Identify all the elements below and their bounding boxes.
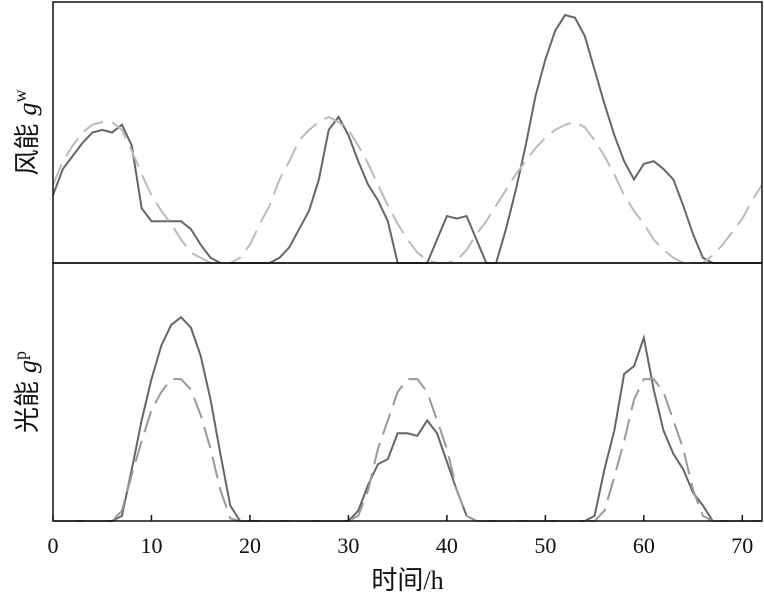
- x-tick-label: 30: [337, 533, 359, 558]
- x-tick-label: 50: [534, 533, 556, 558]
- series-line: [52, 115, 763, 264]
- series-line: [53, 315, 762, 522]
- series-line: [53, 378, 762, 522]
- y-label-text: 光能: [13, 381, 42, 433]
- series-line: [52, 13, 762, 264]
- x-tick-label: 0: [48, 533, 59, 558]
- x-axis-label: 时间/h: [371, 566, 443, 595]
- y-label-sup: p: [10, 351, 30, 360]
- y-label-text: 风能: [13, 123, 42, 175]
- x-tick-label: 20: [239, 533, 261, 558]
- y-axis-label: 风能 gw: [10, 89, 42, 175]
- x-tick-label: 70: [731, 533, 753, 558]
- y-axis-label: 光能 gp: [10, 351, 42, 433]
- plot-frame: [52, 1, 763, 264]
- y-label-symbol: g: [13, 102, 42, 115]
- y-label-symbol: g: [13, 360, 42, 373]
- x-tick-label: 10: [140, 533, 162, 558]
- x-tick-label: 40: [436, 533, 458, 558]
- x-tick-label: 60: [633, 533, 655, 558]
- y-label-sup: w: [10, 89, 30, 102]
- plot-frame: [52, 262, 763, 522]
